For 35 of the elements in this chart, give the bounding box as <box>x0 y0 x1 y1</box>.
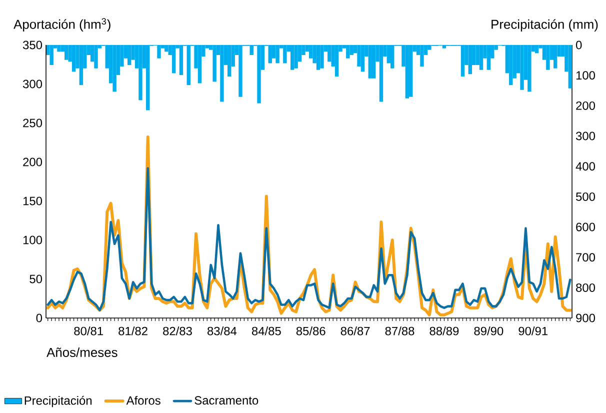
x-tick-label: 81/82 <box>118 326 148 336</box>
x-tick-label: 87/88 <box>385 326 414 336</box>
x-tick-label: 85/86 <box>296 326 326 336</box>
x-tick-label: 88/89 <box>430 326 459 336</box>
y2-tick-label: 400 <box>576 162 596 171</box>
legend-label: Precipitación <box>24 396 92 408</box>
y2-tick-label: 100 <box>576 71 596 80</box>
legend-label: Sacramento <box>194 396 258 405</box>
y2-tick-label: 800 <box>576 283 596 292</box>
x-tick-label: 83/84 <box>208 326 237 336</box>
y2-tick-label: 300 <box>576 132 596 140</box>
x-tick-label: 80/81 <box>74 326 103 336</box>
x-axis-title: Años/meses <box>46 348 118 358</box>
x-tick-label: 90/91 <box>518 326 548 336</box>
y2-tick-label: 600 <box>576 222 596 232</box>
y-tick-label: 250 <box>23 118 42 128</box>
x-tick-label: 86/87 <box>340 326 370 336</box>
y-tick-label: 50 <box>30 274 42 284</box>
y-tick-label: 200 <box>23 158 42 166</box>
y2-tick-label: 200 <box>576 101 596 110</box>
y-tick-label: 300 <box>22 80 42 88</box>
x-tick-label: 89/90 <box>474 326 504 336</box>
y2-axis-title: Precipitación (mm) <box>492 19 598 32</box>
y-tick-label: 0 <box>36 314 42 322</box>
y2-tick-label: 900 <box>576 314 596 322</box>
y-tick-label: 350 <box>22 40 42 50</box>
y-axis-title: Aportación (hm$^{3}$) <box>14 18 110 32</box>
y2-tick-label: 500 <box>576 192 596 201</box>
y2-tick-label: 700 <box>576 253 596 262</box>
y-tick-label: 150 <box>23 196 42 206</box>
x-tick-label: 84/85 <box>252 326 281 336</box>
y2-tick-label: 0 <box>576 40 582 50</box>
legend-label: Aforos <box>126 396 160 405</box>
x-tick-label: 82/83 <box>163 326 192 336</box>
y-tick-label: 100 <box>23 236 42 244</box>
